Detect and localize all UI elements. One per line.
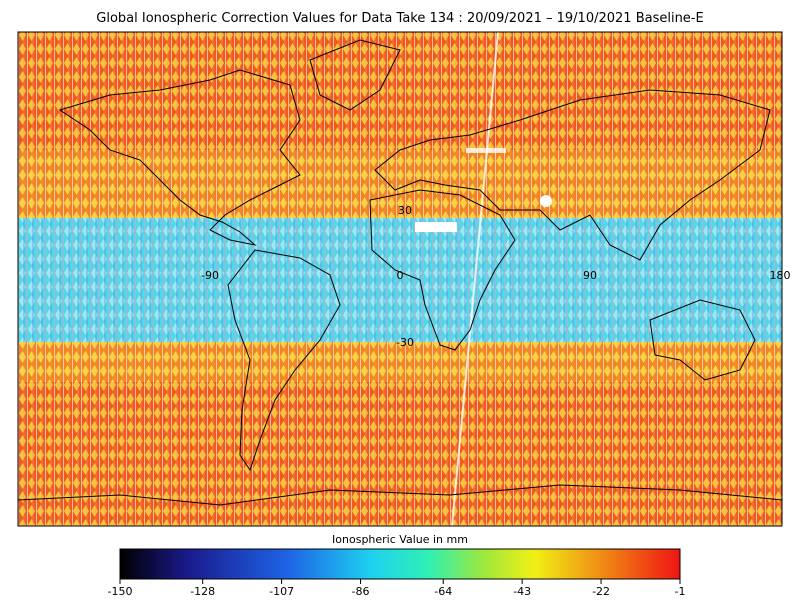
track-gap	[451, 32, 499, 526]
map-frame	[17, 31, 783, 527]
equatorial-band	[18, 218, 782, 342]
south-warm-band	[18, 342, 782, 382]
colorbar	[119, 548, 681, 580]
longitude-label: -90	[201, 269, 219, 282]
no-data-patch	[466, 148, 506, 153]
colorbar-tick-label: -64	[434, 585, 452, 598]
colorbar-tick-label: -107	[269, 585, 294, 598]
grid-labels: 30 -30 -90 0 90 180	[201, 204, 790, 349]
coastlines	[18, 39, 782, 506]
colorbar-tick-label: -128	[190, 585, 215, 598]
no-data-patch	[415, 222, 457, 232]
longitude-label: 0	[397, 269, 404, 282]
colorbar-ticks: -150 -128 -107 -86 -64 -43 -22 -1	[108, 579, 686, 598]
longitude-label: 90	[583, 269, 597, 282]
colorbar-tick-label: -1	[675, 585, 686, 598]
map-field	[18, 32, 782, 526]
colorbar-tick-label: -150	[108, 585, 133, 598]
colorbar-tick-label: -86	[352, 585, 370, 598]
no-data-patch	[540, 195, 552, 207]
colorbar-tick-label: -22	[592, 585, 610, 598]
longitude-label: 180	[770, 269, 791, 282]
title: Global Ionospheric Correction Values for…	[96, 11, 703, 26]
colorbar-label: Ionospheric Value in mm	[332, 533, 468, 546]
colorbar-tick-label: -43	[513, 585, 531, 598]
north-warm-band	[18, 150, 782, 218]
latitude-label: -30	[396, 336, 414, 349]
latitude-label: 30	[398, 204, 412, 217]
